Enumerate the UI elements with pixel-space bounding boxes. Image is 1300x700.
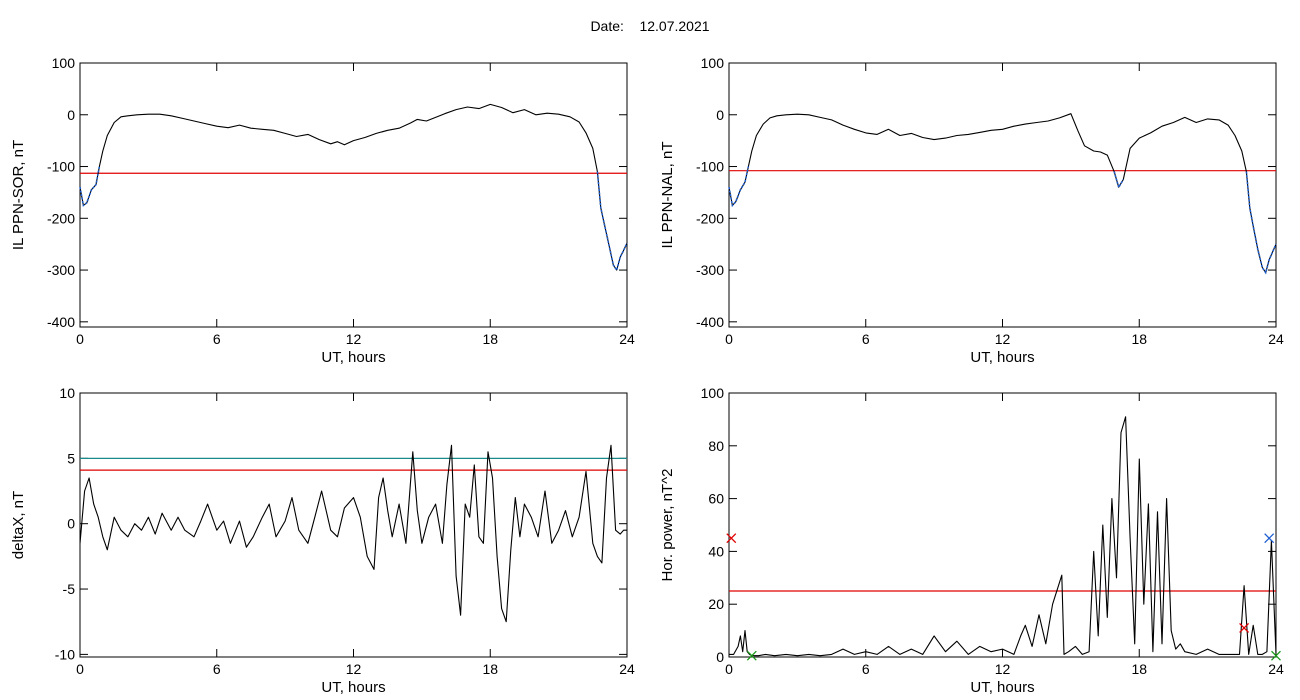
highlight-segment bbox=[728, 166, 750, 208]
y-tick-label: 0 bbox=[67, 107, 75, 123]
series-line bbox=[79, 103, 628, 271]
x-tick-label: 18 bbox=[1131, 331, 1147, 347]
date-label: Date: bbox=[590, 18, 624, 34]
y-tick-label: -10 bbox=[55, 646, 75, 662]
x-axis-label: UT, hours bbox=[321, 349, 385, 366]
x-axis-label: UT, hours bbox=[321, 679, 385, 696]
y-axis-label: IL PPN-NAL, nT bbox=[659, 142, 676, 249]
marker-point bbox=[1271, 650, 1281, 661]
x-tick-label: 12 bbox=[346, 331, 362, 347]
y-tick-label: 40 bbox=[708, 543, 724, 559]
y-tick-label: 0 bbox=[67, 516, 75, 532]
x-tick-label: 6 bbox=[862, 661, 870, 677]
x-axis-label: UT, hours bbox=[970, 349, 1034, 366]
highlight-segment bbox=[79, 166, 101, 207]
y-tick-label: 100 bbox=[701, 385, 725, 401]
x-tick-label: 18 bbox=[482, 331, 498, 347]
marker-stroke bbox=[1264, 533, 1275, 544]
plot-frame bbox=[728, 62, 1277, 328]
x-tick-label: 6 bbox=[213, 661, 221, 677]
x-tick-label: 24 bbox=[1268, 331, 1284, 347]
highlight-segment bbox=[1113, 171, 1124, 190]
y-tick-label: 20 bbox=[708, 596, 724, 612]
date-value: 12.07.2021 bbox=[639, 18, 710, 34]
x-tick-label: 12 bbox=[995, 661, 1011, 677]
y-tick-label: 10 bbox=[59, 385, 75, 401]
y-tick-label: 60 bbox=[708, 491, 724, 507]
marker-stroke bbox=[1239, 623, 1250, 633]
x-tick-label: 6 bbox=[213, 331, 221, 347]
marker-point bbox=[1264, 533, 1275, 544]
y-tick-label: -5 bbox=[63, 581, 76, 597]
x-tick-label: 0 bbox=[76, 331, 84, 347]
marker-stroke bbox=[1271, 650, 1281, 661]
highlight-segment bbox=[596, 171, 628, 273]
series-line bbox=[728, 113, 1277, 274]
plot-frame bbox=[79, 62, 628, 328]
panel-2: 0 6 12 18 24 -400 -300 -200 -100 0 100 UT, hours IL … bbox=[659, 55, 1284, 366]
panel-4: 0 6 12 18 24 0 20 40 60 80 100 UT, hours Hor. power,… bbox=[659, 385, 1284, 696]
x-tick-label: 24 bbox=[1268, 661, 1284, 677]
y-tick-label: -100 bbox=[47, 159, 75, 175]
y-axis-label: deltaX, nT bbox=[10, 491, 27, 559]
x-tick-label: 18 bbox=[1131, 661, 1147, 677]
x-tick-label: 18 bbox=[482, 661, 498, 677]
x-tick-label: 12 bbox=[995, 331, 1011, 347]
plot-frame bbox=[728, 392, 1277, 658]
y-tick-label: 0 bbox=[716, 107, 724, 123]
x-tick-label: 0 bbox=[76, 661, 84, 677]
x-tick-label: 12 bbox=[346, 661, 362, 677]
plot-frame bbox=[79, 392, 628, 658]
y-tick-label: -100 bbox=[696, 159, 724, 175]
y-tick-label: 0 bbox=[716, 649, 724, 665]
x-axis-label: UT, hours bbox=[970, 679, 1034, 696]
y-tick-label: -400 bbox=[696, 314, 724, 330]
y-axis-label: IL PPN-SOR, nT bbox=[10, 140, 27, 250]
x-tick-label: 24 bbox=[619, 661, 635, 677]
y-tick-label: 100 bbox=[701, 55, 725, 71]
marker-point bbox=[1239, 623, 1250, 633]
marker-point bbox=[726, 533, 737, 544]
panel-1: 0 6 12 18 24 -400 -300 -200 -100 0 100 UT, hours IL … bbox=[10, 55, 635, 366]
y-tick-label: -200 bbox=[47, 210, 75, 226]
y-tick-label: -200 bbox=[696, 210, 724, 226]
y-tick-label: -300 bbox=[696, 262, 724, 278]
marker-stroke bbox=[726, 533, 737, 544]
y-tick-label: 5 bbox=[67, 450, 75, 466]
x-tick-label: 6 bbox=[862, 331, 870, 347]
series-line bbox=[79, 444, 627, 623]
y-tick-label: 100 bbox=[52, 55, 76, 71]
x-tick-label: 0 bbox=[725, 331, 733, 347]
series-line bbox=[729, 416, 1277, 657]
x-tick-label: 24 bbox=[619, 331, 635, 347]
y-tick-label: -300 bbox=[47, 262, 75, 278]
marker-point bbox=[746, 650, 757, 661]
y-tick-label: 80 bbox=[708, 438, 724, 454]
date-header: Date: 12.07.2021 bbox=[0, 18, 1300, 34]
y-tick-label: -400 bbox=[47, 314, 75, 330]
panel-3: 0 6 12 18 24 -10 -5 0 5 10 UT, hours deltaX, nT bbox=[10, 385, 635, 696]
marker-stroke bbox=[746, 650, 757, 661]
highlight-segment bbox=[1245, 171, 1277, 275]
y-axis-label: Hor. power, nT^2 bbox=[659, 469, 676, 582]
x-tick-label: 0 bbox=[725, 661, 733, 677]
